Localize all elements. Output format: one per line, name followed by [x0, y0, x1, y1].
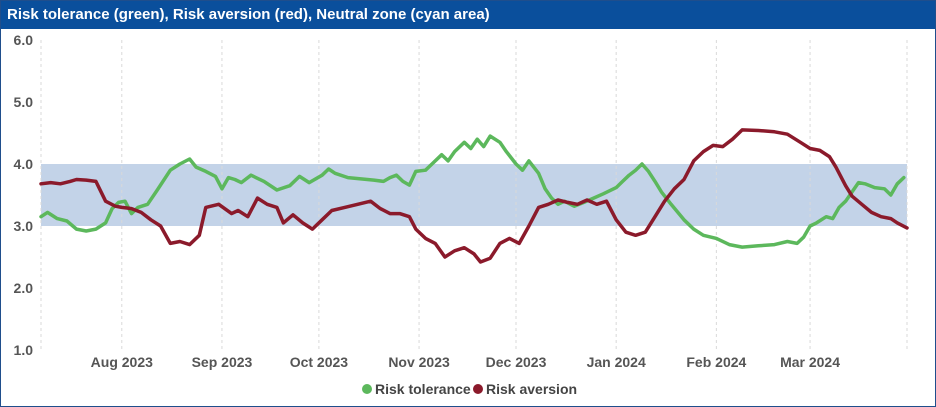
x-tick-label: Mar 2024	[780, 354, 840, 370]
y-tick-label: 1.0	[14, 342, 34, 358]
legend-label-tolerance: Risk tolerance	[375, 381, 471, 397]
chart-legend: Risk tolerance Risk aversion	[362, 381, 577, 397]
legend-marker-tolerance	[362, 384, 372, 394]
y-tick-label: 4.0	[14, 156, 34, 172]
x-tick-label: Jan 2024	[587, 354, 646, 370]
x-tick-label: Feb 2024	[686, 354, 746, 370]
x-tick-label: Aug 2023	[91, 354, 153, 370]
neutral-zone-band	[41, 164, 907, 226]
y-tick-label: 5.0	[14, 94, 34, 110]
series-line-risk-aversion	[39, 128, 909, 264]
x-tick-label: Dec 2023	[486, 354, 547, 370]
y-tick-label: 6.0	[14, 32, 34, 48]
series-line-risk-tolerance	[39, 134, 906, 249]
legend-marker-aversion	[473, 384, 483, 394]
x-tick-label: Oct 2023	[290, 354, 349, 370]
chart-title: Risk tolerance (green), Risk aversion (r…	[7, 6, 490, 23]
y-tick-label: 3.0	[14, 218, 34, 234]
x-tick-label: Nov 2023	[388, 354, 450, 370]
legend-label-aversion: Risk aversion	[486, 381, 577, 397]
x-tick-label: Sep 2023	[192, 354, 253, 370]
chart-title-bar: Risk tolerance (green), Risk aversion (r…	[1, 1, 935, 29]
y-tick-label: 2.0	[14, 280, 34, 296]
